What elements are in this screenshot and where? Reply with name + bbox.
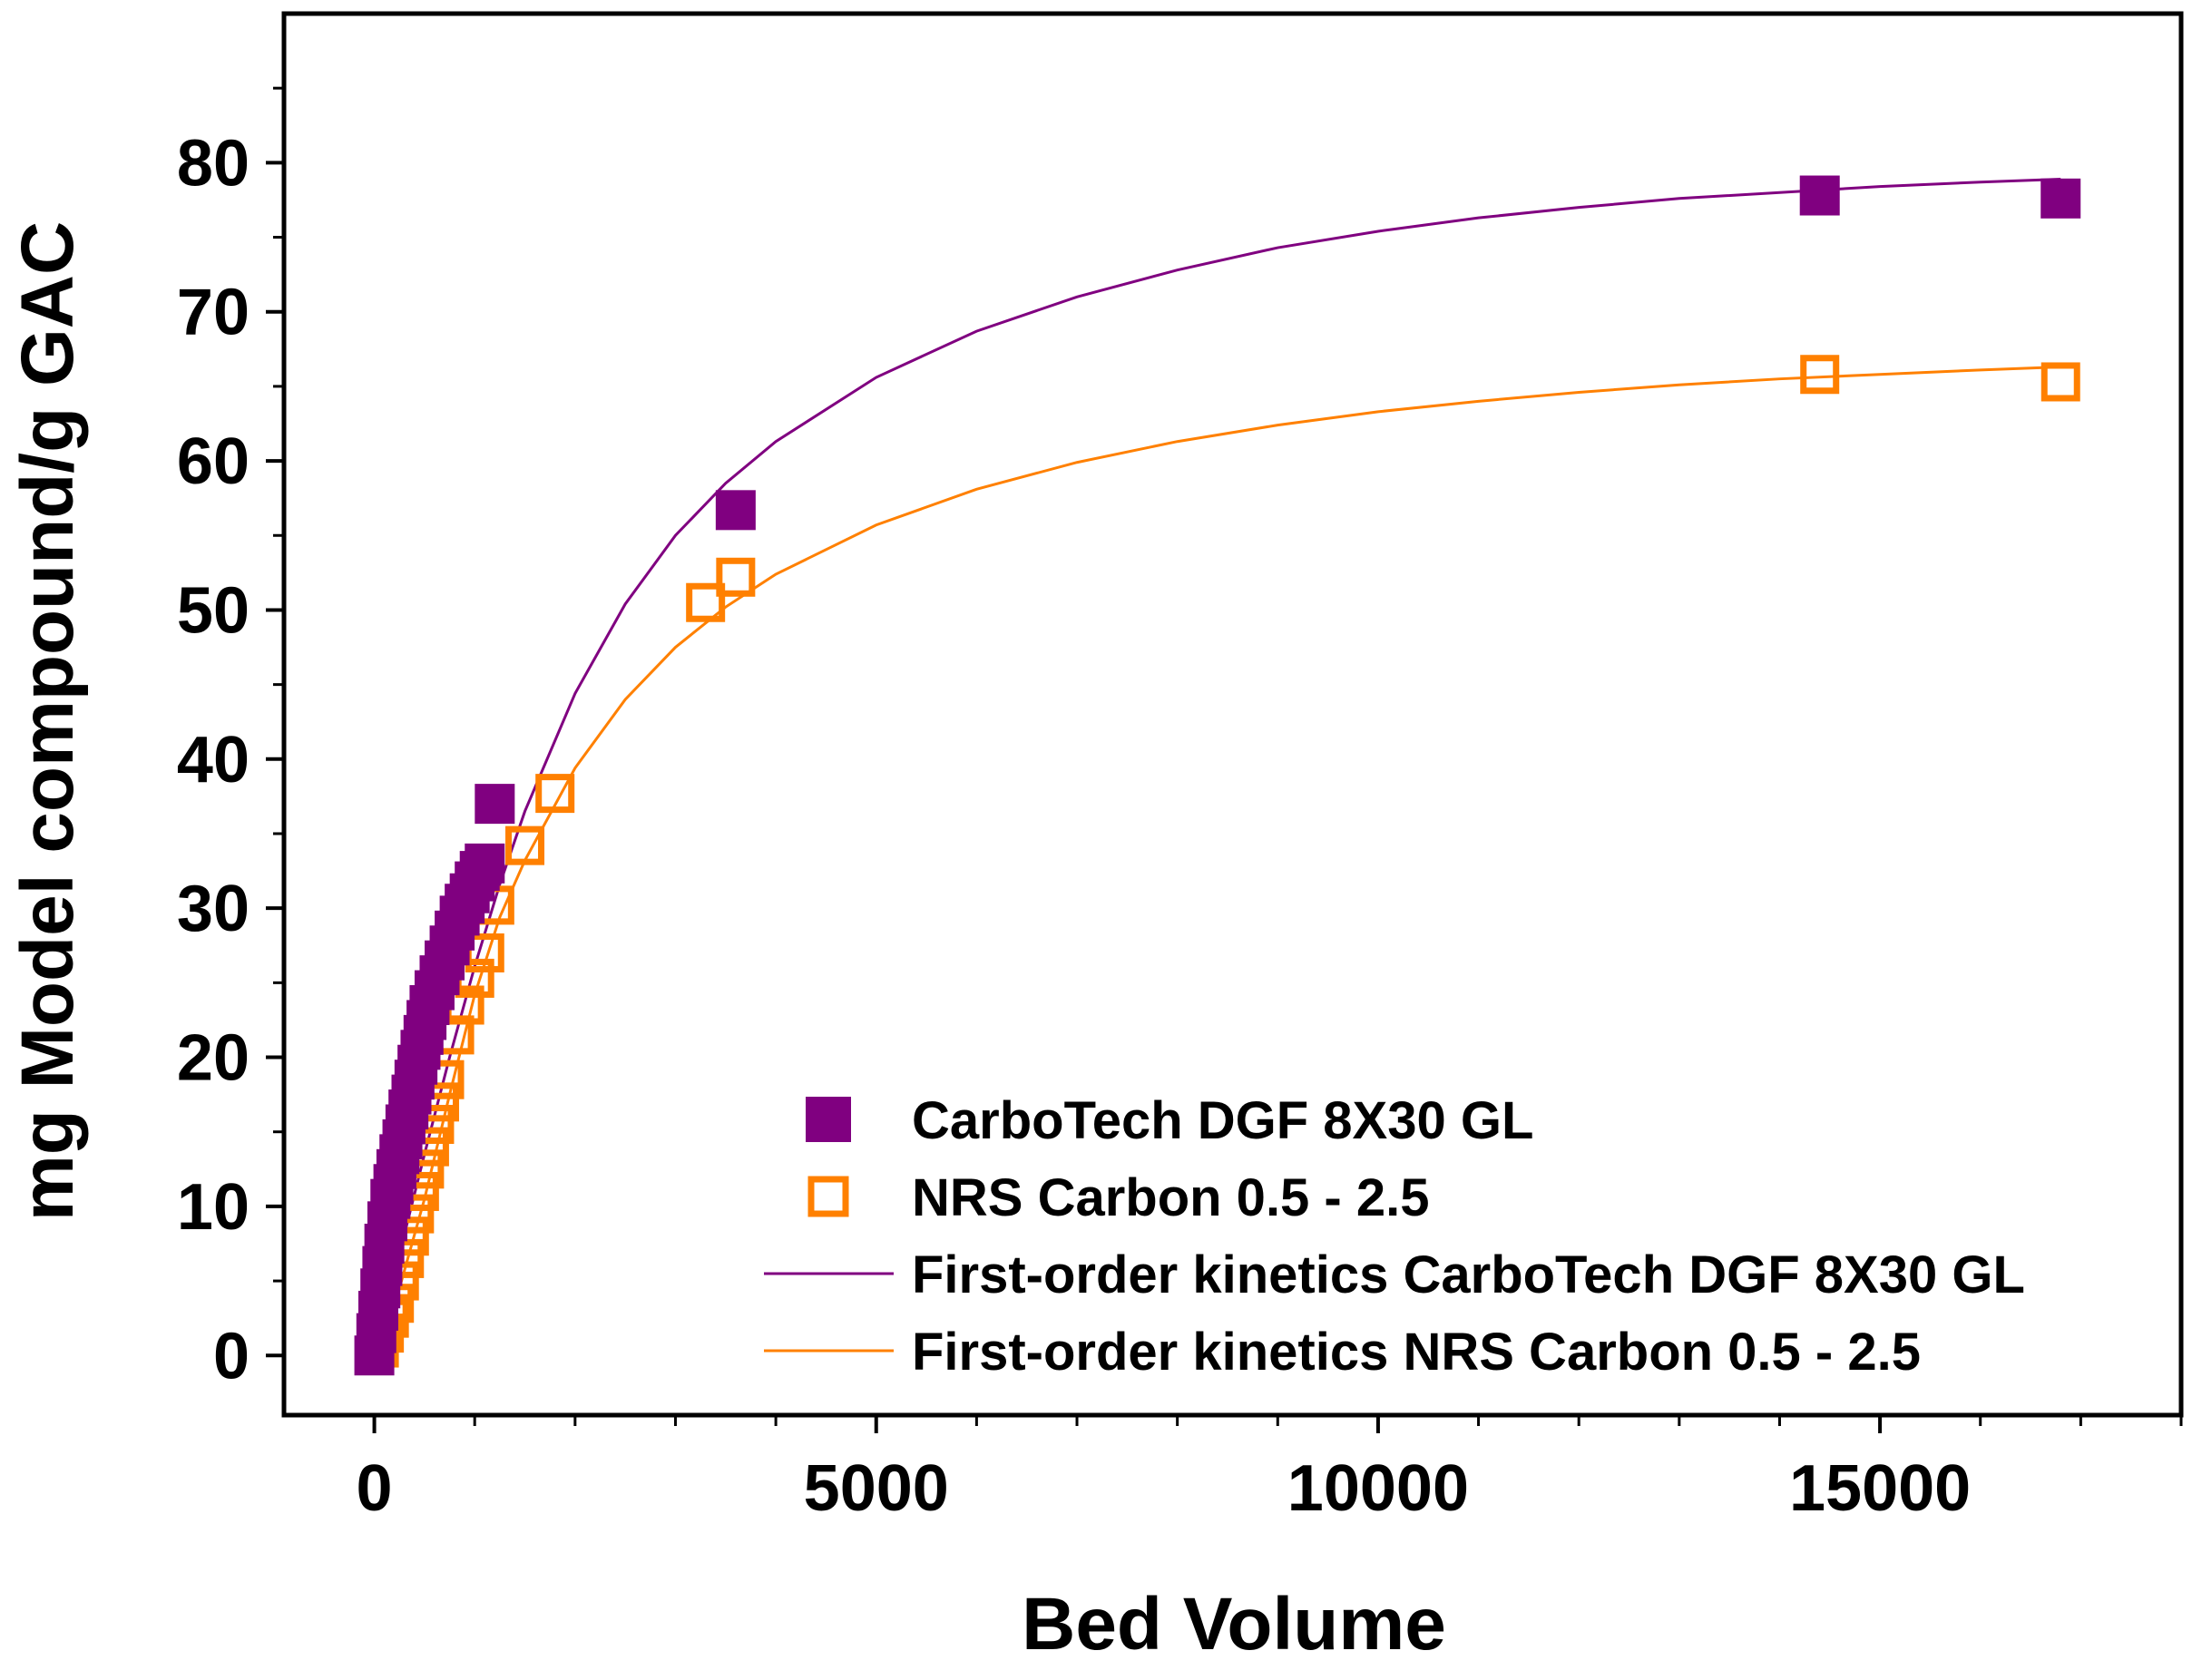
data-point-filled-square [715,490,756,531]
y-tick-label: 70 [177,277,250,349]
x-tick-label: 10000 [1287,1452,1469,1525]
y-tick-labels: 0 10 20 30 40 50 60 70 80 [177,127,250,1392]
legend-label: First-order kinetics CarboTech DGF 8X30 … [912,1245,2025,1304]
data-point-open-square [535,774,575,814]
y-tick-label: 0 [213,1320,250,1392]
y-tick-label: 20 [177,1022,250,1095]
data-point-filled-square [2040,178,2081,219]
axis-ticks [266,86,2183,1433]
data-point-open-square [716,557,756,597]
legend-label: NRS Carbon 0.5 - 2.5 [912,1168,1429,1227]
data-point-open-square [686,582,726,622]
x-tick-label: 0 [357,1452,393,1525]
data-point-filled-square [1799,175,1840,216]
data-point-open-square [1800,355,1840,395]
data-markers [354,175,2081,1376]
y-tick-label: 60 [177,425,250,498]
legend-marker-open-square [807,1176,849,1217]
y-axis-title: mg Model compound/g GAC [6,221,89,1221]
legend-marker-filled-square [806,1097,851,1142]
y-tick-label: 30 [177,873,250,945]
y-tick-label: 50 [177,574,250,647]
plot-frame [281,11,2184,1418]
data-point-filled-square [475,784,515,825]
x-axis-title: Bed Volume [1022,1583,1446,1665]
data-point-filled-square [465,843,505,884]
legend: CarboTech DGF 8X30 GL NRS Carbon 0.5 - 2.… [764,1091,2025,1382]
legend-label: First-order kinetics NRS Carbon 0.5 - 2.… [912,1323,1921,1382]
y-tick-label: 40 [177,724,250,796]
data-point-open-square [505,825,545,865]
x-tick-labels: 0 5000 10000 15000 [357,1452,1972,1525]
data-point-open-square [2040,362,2080,402]
x-tick-label: 15000 [1789,1452,1971,1525]
y-tick-label: 80 [177,127,250,200]
legend-label: CarboTech DGF 8X30 GL [912,1091,1533,1150]
y-tick-label: 10 [177,1171,250,1244]
x-tick-label: 5000 [804,1452,949,1525]
